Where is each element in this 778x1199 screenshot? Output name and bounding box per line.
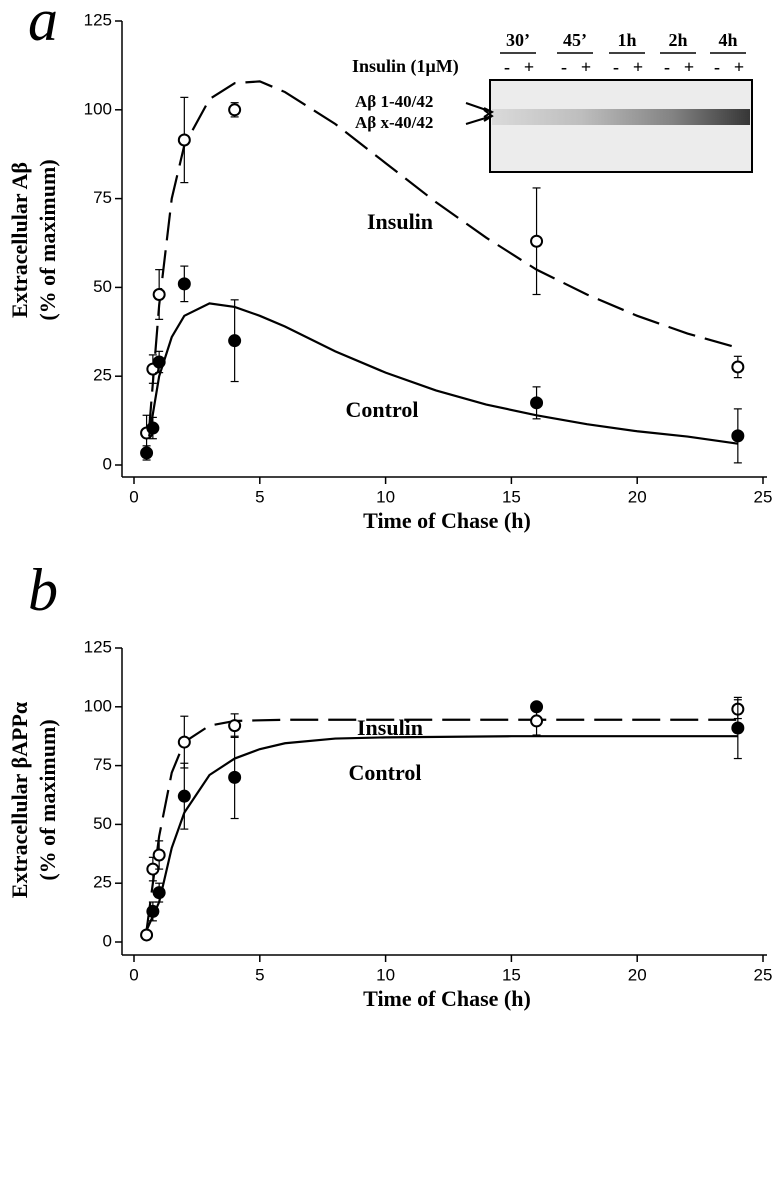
data-point	[530, 714, 544, 728]
x-tick-label: 10	[376, 487, 395, 506]
fit-curve	[148, 302, 738, 445]
fit-curve	[147, 80, 739, 430]
band-arrow	[465, 109, 494, 125]
x-tick-label: 10	[376, 965, 395, 984]
series-label: Control	[349, 760, 422, 785]
data-point	[140, 446, 154, 460]
data-point	[177, 133, 191, 147]
x-tick-label: 5	[255, 965, 264, 984]
data-point	[152, 886, 166, 900]
data-point	[530, 234, 544, 248]
y-axis-title: Extracellular βAPPα	[7, 701, 32, 898]
x-tick-label: 0	[129, 965, 138, 984]
data-point	[177, 277, 191, 291]
y-tick-label: 0	[103, 931, 112, 950]
treatment-sign: -	[714, 57, 720, 77]
x-tick-label: 15	[502, 487, 521, 506]
data-point	[530, 700, 544, 714]
series-label: Insulin	[367, 209, 433, 234]
treatment-sign: -	[504, 57, 510, 77]
treatment-sign: -	[613, 57, 619, 77]
x-tick-label: 15	[502, 965, 521, 984]
treatment-sign: +	[581, 57, 591, 77]
y-tick-label: 100	[84, 99, 112, 118]
data-point	[530, 396, 544, 410]
band-arrow	[465, 102, 495, 118]
fit-curve	[145, 718, 738, 931]
x-tick-label: 25	[754, 965, 773, 984]
panel-label: a	[28, 0, 58, 53]
band-label: Aβ x-40/42	[355, 113, 433, 132]
data-point	[146, 904, 160, 918]
gel-band	[492, 109, 750, 125]
data-point	[731, 429, 745, 443]
y-tick-label: 75	[93, 755, 112, 774]
fit-curve	[145, 735, 738, 931]
series-label: Control	[346, 397, 419, 422]
data-point	[140, 928, 154, 942]
data-point	[228, 719, 242, 733]
x-tick-label: 5	[255, 487, 264, 506]
y-tick-label: 25	[93, 366, 112, 385]
y-tick-label: 75	[93, 188, 112, 207]
data-point	[177, 735, 191, 749]
x-tick-label: 20	[628, 487, 647, 506]
treatment-label: Insulin (1μM)	[352, 56, 459, 77]
lane-label: 2h	[668, 30, 687, 50]
y-tick-label: 100	[84, 696, 112, 715]
x-tick-label: 20	[628, 965, 647, 984]
series-label: Insulin	[357, 715, 423, 740]
band-label: Aβ 1-40/42	[355, 92, 433, 111]
data-point	[731, 721, 745, 735]
data-point	[152, 288, 166, 302]
data-point	[152, 848, 166, 862]
x-tick-label: 0	[129, 487, 138, 506]
y-tick-label: 0	[103, 454, 112, 473]
y-tick-label: 25	[93, 873, 112, 892]
gel-image	[489, 79, 753, 173]
treatment-sign: -	[664, 57, 670, 77]
data-point	[228, 103, 242, 117]
y-tick-label: 125	[84, 637, 112, 656]
data-point	[228, 770, 242, 784]
y-tick-label: 50	[93, 277, 112, 296]
y-axis-title: (% of maximum)	[35, 719, 60, 880]
treatment-sign: +	[524, 57, 534, 77]
treatment-sign: -	[561, 57, 567, 77]
x-tick-label: 25	[754, 487, 773, 506]
treatment-sign: +	[684, 57, 694, 77]
data-point	[152, 355, 166, 369]
data-point	[177, 789, 191, 803]
lane-label: 1h	[617, 30, 636, 50]
x-axis-title: Time of Chase (h)	[363, 986, 531, 1011]
y-tick-label: 50	[93, 814, 112, 833]
data-point	[731, 360, 745, 374]
lane-label: 30’	[506, 30, 530, 50]
x-axis-title: Time of Chase (h)	[363, 508, 531, 533]
panel-label: b	[28, 557, 58, 623]
treatment-sign: +	[633, 57, 643, 77]
data-point	[228, 334, 242, 348]
lane-label: 4h	[718, 30, 737, 50]
y-tick-label: 125	[84, 10, 112, 29]
lane-label: 45’	[563, 30, 587, 50]
treatment-sign: +	[734, 57, 744, 77]
y-axis-title: (% of maximum)	[35, 159, 60, 320]
data-point	[146, 421, 160, 435]
y-axis-title: Extracellular Aβ	[7, 162, 32, 318]
